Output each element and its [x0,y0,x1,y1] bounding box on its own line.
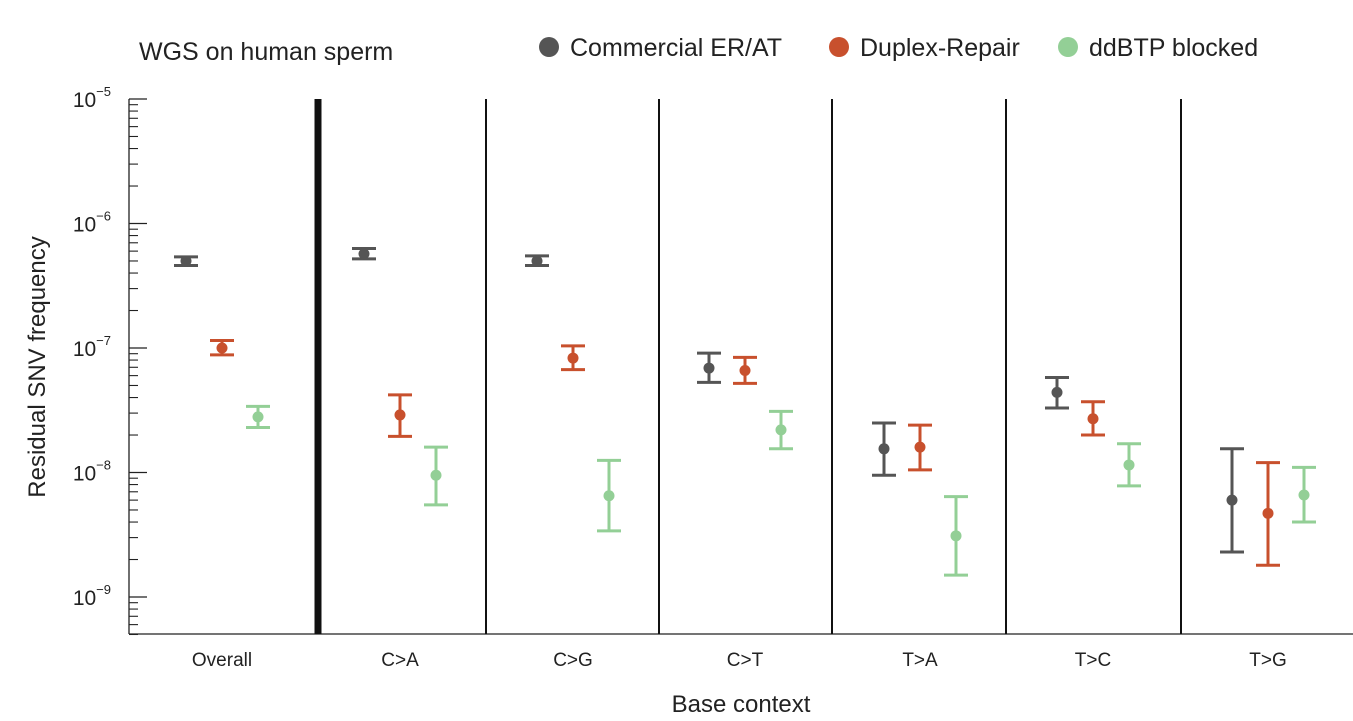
data-point-commercial-er-at [872,421,896,477]
point-duplex-repair [1087,413,1099,425]
data-point-ddbtp-blocked [246,404,270,429]
data-point-duplex-repair [733,355,757,385]
point-ddbtp-blocked [1298,489,1310,501]
y-tick-label: 10−8 [73,458,111,486]
x-axis: Overall C>A C>G C>T T>A T>C T>G [129,633,1353,671]
legend-label-commercial-er-at: Commercial ER/AT [570,34,782,62]
data-point-commercial-er-at [525,254,549,267]
data-marks [174,246,1316,577]
data-point-ddbtp-blocked [944,495,968,577]
data-point-ddbtp-blocked [597,458,621,533]
data-point-commercial-er-at [1220,447,1244,554]
legend-marker-commercial-er-at [539,37,559,57]
chart-title: WGS on human sperm [139,38,393,66]
x-tick-label-overall: Overall [192,650,252,671]
point-commercial-er-at [531,255,543,267]
point-duplex-repair [394,409,406,421]
category-separators [314,99,1182,634]
point-ddbtp-blocked [252,411,264,423]
x-tick-label-c-t: C>T [727,650,764,671]
y-axis: 10−5 10−6 10−7 10−8 10−9 [73,84,147,636]
data-point-ddbtp-blocked [1117,442,1141,488]
point-duplex-repair [216,342,228,354]
data-point-ddbtp-blocked [1292,465,1316,524]
data-point-duplex-repair [388,393,412,438]
data-point-commercial-er-at [174,255,198,267]
point-commercial-er-at [703,362,715,374]
point-ddbtp-blocked [603,490,615,502]
legend-label-duplex-repair: Duplex-Repair [860,34,1020,62]
point-duplex-repair [1262,507,1274,519]
x-tick-label-c-g: C>G [553,650,593,671]
x-tick-label-c-a: C>A [381,650,419,671]
data-point-commercial-er-at [697,351,721,384]
legend-marker-ddbtp-blocked [1058,37,1078,57]
y-tick-label: 10−5 [73,84,111,112]
y-tick-label: 10−7 [73,333,111,361]
point-ddbtp-blocked [950,530,962,542]
point-commercial-er-at [358,248,370,260]
point-duplex-repair [739,364,751,376]
point-duplex-repair [914,441,926,453]
data-point-duplex-repair [1256,461,1280,567]
x-tick-label-t-c: T>C [1075,650,1111,671]
y-tick-label: 10−9 [73,582,111,610]
data-point-duplex-repair [908,423,932,472]
legend-marker-duplex-repair [829,37,849,57]
data-point-duplex-repair [1081,400,1105,437]
x-tick-label-t-g: T>G [1249,650,1286,671]
data-point-ddbtp-blocked [424,445,448,507]
legend: Commercial ER/AT Duplex-Repair ddBTP blo… [539,34,1258,62]
y-tick-label: 10−6 [73,209,111,237]
data-point-duplex-repair [561,344,585,372]
point-commercial-er-at [1226,494,1238,506]
point-duplex-repair [567,352,579,364]
point-ddbtp-blocked [430,469,442,481]
point-ddbtp-blocked [1123,459,1135,471]
point-commercial-er-at [878,443,890,455]
point-commercial-er-at [180,255,192,267]
y-axis-title: Residual SNV frequency [24,236,51,497]
data-point-duplex-repair [210,338,234,357]
data-point-commercial-er-at [1045,375,1069,410]
legend-label-ddbtp-blocked: ddBTP blocked [1089,34,1258,62]
point-commercial-er-at [1051,386,1063,398]
x-tick-label-t-a: T>A [902,650,938,671]
data-point-commercial-er-at [352,246,376,261]
data-point-ddbtp-blocked [769,409,793,451]
point-ddbtp-blocked [775,424,787,436]
x-axis-title: Base context [672,691,811,718]
